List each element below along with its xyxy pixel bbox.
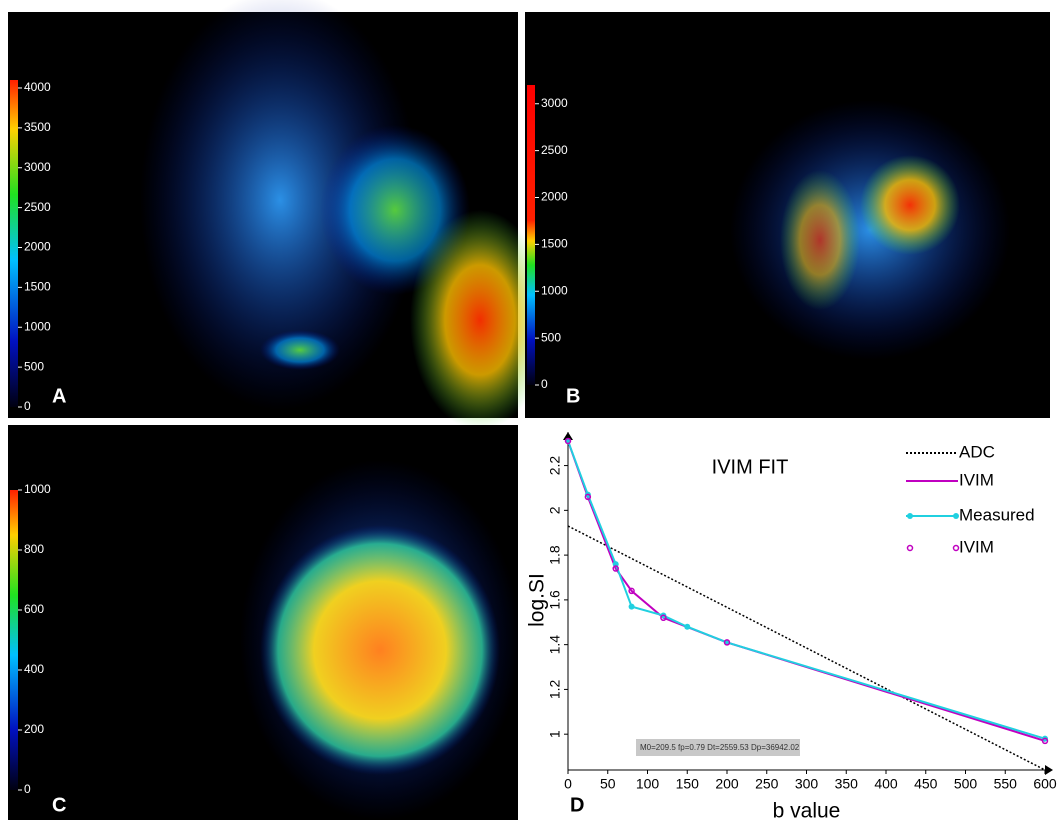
colorbar-tick-label: 4000 xyxy=(24,80,51,94)
y-tick-label: 1.2 xyxy=(547,679,563,699)
y-tick-label: 1 xyxy=(547,730,563,738)
x-tick-label: 400 xyxy=(874,776,898,792)
colorbar-tick-label: 500 xyxy=(24,359,44,373)
legend-label: Measured xyxy=(959,505,1035,524)
annotation-box xyxy=(636,739,800,756)
annotation: M0=209.5 fp=0.79 Dt=2559.53 Dp=36942.02 xyxy=(640,743,800,752)
x-tick-label: 100 xyxy=(636,776,660,792)
image-panel-b xyxy=(525,12,1050,418)
legend-marker xyxy=(952,544,960,552)
series-line xyxy=(567,525,1046,771)
x-tick-label: 150 xyxy=(676,776,700,792)
data-point xyxy=(684,623,691,630)
colorbar-tick-label: 200 xyxy=(24,722,44,736)
x-tick-label: 300 xyxy=(795,776,819,792)
data-point xyxy=(1041,737,1049,745)
colorbar-tick-label: 2000 xyxy=(541,190,568,204)
colorbar-tick-label: 3500 xyxy=(24,120,51,134)
y-axis-label: log.SI xyxy=(526,573,549,627)
axis-arrow xyxy=(1045,765,1053,775)
x-tick-label: 50 xyxy=(600,776,616,792)
colorbar xyxy=(527,85,535,385)
panel-label: D xyxy=(570,794,584,816)
data-point xyxy=(723,639,731,646)
x-tick-label: 550 xyxy=(994,776,1018,792)
x-tick-label: 0 xyxy=(564,776,572,792)
x-tick-label: 600 xyxy=(1033,776,1057,792)
x-tick-label: 500 xyxy=(954,776,978,792)
data-point xyxy=(628,587,635,595)
data-point xyxy=(612,565,619,572)
x-tick-label: 200 xyxy=(715,776,739,792)
colorbar-tick-label: 0 xyxy=(24,782,31,796)
colorbar-tick-label: 1000 xyxy=(24,482,51,496)
colorbar-tick-label: 1000 xyxy=(24,319,51,333)
colorbar xyxy=(10,80,18,407)
colorbar-tick-label: 500 xyxy=(541,330,561,344)
image-panel-c xyxy=(8,425,520,820)
data-point xyxy=(628,603,635,610)
colorbar xyxy=(10,490,18,790)
x-tick-label: 250 xyxy=(755,776,779,792)
colorbar-tick-label: 2500 xyxy=(24,200,51,214)
x-axis-label: b value xyxy=(773,800,841,823)
colorbar-tick-label: 0 xyxy=(541,377,548,391)
colorbar-tick-label: 1500 xyxy=(24,280,51,294)
y-tick-label: 1.4 xyxy=(547,635,563,655)
colorbar-tick-label: 2500 xyxy=(541,143,568,157)
legend-marker xyxy=(906,544,914,552)
data-point xyxy=(584,493,592,501)
x-tick-label: 350 xyxy=(835,776,859,792)
colorbar-tick-label: 2000 xyxy=(24,240,51,254)
colorbar-tick-label: 1500 xyxy=(541,237,568,251)
image-panel-a xyxy=(8,0,550,430)
data-point xyxy=(660,614,667,622)
panel-label: A xyxy=(52,385,66,407)
y-tick-label: 1.6 xyxy=(547,590,563,610)
colorbar-tick-label: 3000 xyxy=(24,160,51,174)
axis-arrow xyxy=(563,432,573,440)
data-point xyxy=(612,561,619,568)
series-line xyxy=(567,440,1046,740)
y-tick-label: 1.8 xyxy=(547,545,563,565)
legend-label: IVIM xyxy=(959,537,994,556)
colorbar-tick-label: 3000 xyxy=(541,96,568,110)
legend-label: ADC xyxy=(959,442,995,461)
colorbar-tick-label: 0 xyxy=(24,399,31,413)
data-point xyxy=(564,437,572,445)
legend-label: IVIM xyxy=(959,470,994,489)
panel-label: C xyxy=(52,794,66,816)
y-tick-label: 2.2 xyxy=(547,456,563,476)
colorbar-tick-label: 800 xyxy=(24,542,44,556)
legend-marker xyxy=(907,513,913,519)
colorbar-tick-label: 400 xyxy=(24,662,44,676)
x-tick-label: 450 xyxy=(914,776,938,792)
legend-marker xyxy=(953,513,959,519)
colorbar-tick-label: 1000 xyxy=(541,283,568,297)
chart-title: IVIM FIT xyxy=(712,456,789,478)
panel-label: B xyxy=(566,385,580,407)
colorbar-tick-label: 600 xyxy=(24,602,44,616)
y-tick-label: 2 xyxy=(547,506,563,514)
